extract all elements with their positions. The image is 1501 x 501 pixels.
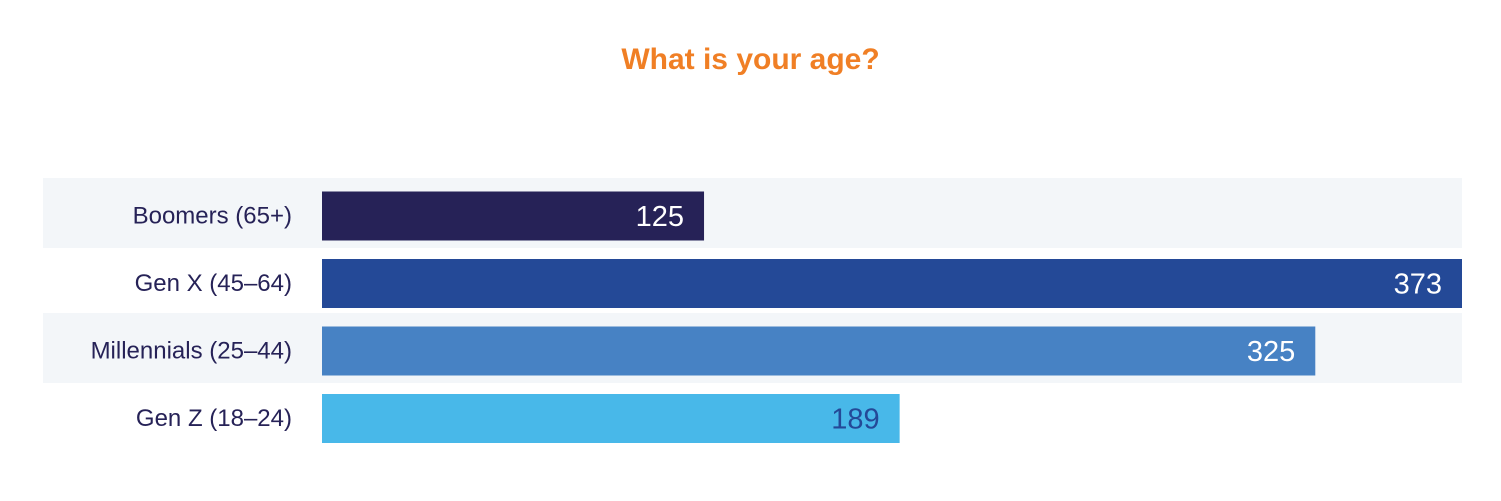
bar bbox=[322, 191, 705, 241]
bar bbox=[322, 394, 900, 443]
row-band bbox=[43, 178, 1462, 248]
value-label: 373 bbox=[1394, 269, 1442, 301]
bars bbox=[322, 191, 1462, 443]
bar bbox=[322, 326, 1316, 376]
value-labels: 125 373 325 189 bbox=[636, 201, 1442, 436]
category-label: Boomers (65+) bbox=[133, 203, 292, 230]
category-label: Gen Z (18–24) bbox=[136, 405, 292, 432]
value-label: 189 bbox=[831, 404, 879, 436]
category-label: Millennials (25–44) bbox=[91, 338, 292, 365]
value-label: 125 bbox=[636, 201, 684, 233]
bar bbox=[322, 259, 1462, 308]
value-label: 325 bbox=[1247, 336, 1295, 368]
category-label: Gen X (45–64) bbox=[135, 270, 292, 297]
category-labels: Boomers (65+) Gen X (45–64) Millennials (2… bbox=[91, 203, 292, 433]
chart-title: What is your age? bbox=[621, 43, 880, 76]
